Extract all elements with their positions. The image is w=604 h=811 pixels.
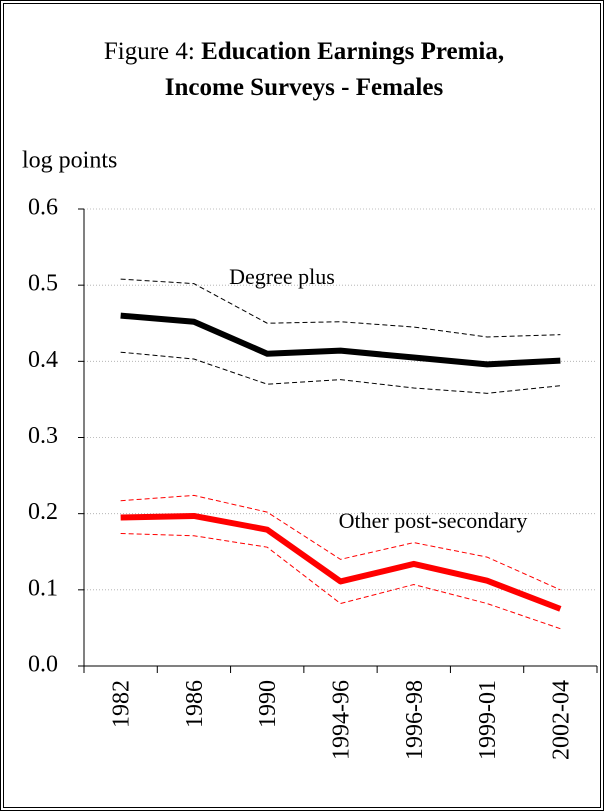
title-text: Education Earnings Premia, Income Survey… [164, 38, 505, 101]
x-tick-label: 2002-04 [548, 680, 574, 760]
y-tick-label: 0.5 [28, 271, 58, 297]
title-label: Figure 4: [103, 38, 195, 65]
x-tick-label: 1982 [109, 680, 135, 728]
confidence-bound [120, 278, 561, 338]
confidence-bound [120, 351, 561, 394]
chart-title: Figure 4: Education Earnings Premia, Inc… [84, 34, 524, 106]
x-tick-label: 1994-96 [329, 680, 355, 760]
y-tick-label: 0.2 [28, 499, 58, 525]
x-tick-label: 1999-01 [475, 680, 501, 760]
x-tick-label: 1986 [182, 680, 208, 728]
x-tick-label: 1996-98 [402, 680, 428, 760]
y-tick-label: 0.1 [28, 575, 58, 601]
confidence-bound [120, 494, 561, 591]
series-line [120, 512, 562, 612]
y-tick-label: 0.4 [28, 347, 58, 373]
y-tick-label: 0.0 [28, 652, 58, 678]
x-tick-label: 1990 [255, 680, 281, 728]
series-label: Degree plus [229, 264, 335, 289]
y-tick-label: 0.3 [28, 423, 58, 449]
series-line [120, 312, 561, 368]
y-tick-label: 0.6 [28, 195, 58, 221]
confidence-bound [120, 532, 561, 630]
series-label: Other post-secondary [339, 508, 528, 533]
y-axis-label: log points [22, 148, 117, 174]
